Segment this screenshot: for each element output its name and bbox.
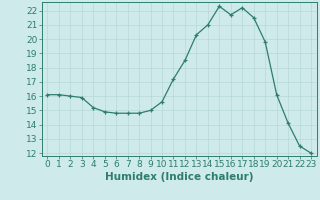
- X-axis label: Humidex (Indice chaleur): Humidex (Indice chaleur): [105, 172, 253, 182]
